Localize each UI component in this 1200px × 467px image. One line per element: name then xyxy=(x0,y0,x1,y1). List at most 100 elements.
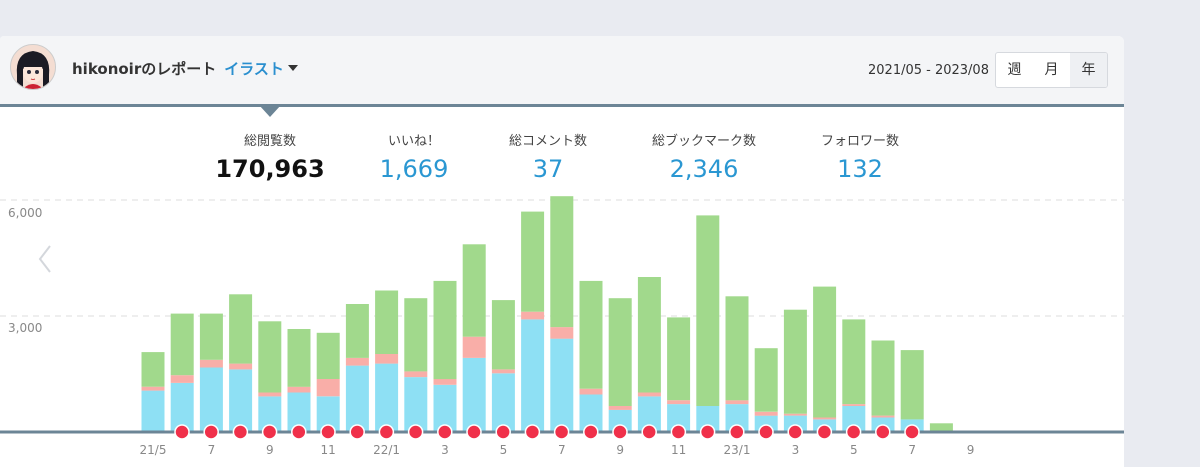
bar-segment[interactable] xyxy=(579,280,603,389)
bar-segment[interactable] xyxy=(813,286,837,418)
bar-segment[interactable] xyxy=(637,392,661,397)
chevron-left-icon[interactable] xyxy=(38,245,51,273)
bar-segment[interactable] xyxy=(842,404,866,406)
bar-segment[interactable] xyxy=(637,396,661,431)
bar-segment[interactable] xyxy=(345,304,369,358)
bar-segment[interactable] xyxy=(521,319,545,431)
post-marker[interactable] xyxy=(203,424,219,440)
caret-down-icon[interactable] xyxy=(287,64,298,71)
period-year-button[interactable]: 年 xyxy=(1070,53,1107,87)
bar-segment[interactable] xyxy=(608,298,632,406)
bar-segment[interactable] xyxy=(462,336,486,358)
post-marker[interactable] xyxy=(583,424,599,440)
post-marker[interactable] xyxy=(495,424,511,440)
bar-segment[interactable] xyxy=(170,375,194,383)
bar-segment[interactable] xyxy=(783,413,807,416)
bar-segment[interactable] xyxy=(199,313,223,360)
bar-segment[interactable] xyxy=(550,196,574,328)
bar-segment[interactable] xyxy=(316,379,340,397)
bar-segment[interactable] xyxy=(141,390,165,431)
bar-segment[interactable] xyxy=(842,406,866,431)
bar-segment[interactable] xyxy=(462,357,486,432)
period-week-button[interactable]: 週 xyxy=(1007,62,1022,78)
bar-segment[interactable] xyxy=(258,392,282,397)
bar-segment[interactable] xyxy=(433,379,457,385)
bar-segment[interactable] xyxy=(287,386,311,393)
post-marker[interactable] xyxy=(174,424,190,440)
bar-segment[interactable] xyxy=(491,369,515,374)
bar-segment[interactable] xyxy=(725,296,749,401)
bar-segment[interactable] xyxy=(433,280,457,380)
post-marker[interactable] xyxy=(320,424,336,440)
bar-segment[interactable] xyxy=(345,357,369,366)
bar-segment[interactable] xyxy=(550,338,574,431)
post-marker[interactable] xyxy=(875,424,891,440)
bar-segment[interactable] xyxy=(141,386,165,391)
bar-segment[interactable] xyxy=(667,404,691,431)
bar-segment[interactable] xyxy=(491,300,515,370)
bar-segment[interactable] xyxy=(170,313,194,376)
stat-likes[interactable]: いいね！ 1,669 xyxy=(334,130,494,183)
period-month-button[interactable]: 月 xyxy=(1044,62,1059,78)
bar-segment[interactable] xyxy=(141,352,165,387)
bar-segment[interactable] xyxy=(637,277,661,393)
post-marker[interactable] xyxy=(349,424,365,440)
bar-segment[interactable] xyxy=(258,396,282,431)
bar-segment[interactable] xyxy=(375,363,399,431)
bar-segment[interactable] xyxy=(375,290,399,355)
post-marker[interactable] xyxy=(699,424,716,440)
bar-segment[interactable] xyxy=(316,396,340,431)
post-marker[interactable] xyxy=(904,424,920,440)
bar-segment[interactable] xyxy=(521,211,545,312)
post-marker[interactable] xyxy=(758,424,774,440)
stat-comments[interactable]: 総コメント数 37 xyxy=(468,130,628,183)
post-marker[interactable] xyxy=(612,424,628,440)
bar-segment[interactable] xyxy=(258,321,282,393)
bar-segment[interactable] xyxy=(667,317,691,401)
bar-segment[interactable] xyxy=(871,340,895,416)
bar-segment[interactable] xyxy=(579,394,603,431)
bar-segment[interactable] xyxy=(170,382,194,431)
bar-segment[interactable] xyxy=(813,417,837,420)
bar-segment[interactable] xyxy=(316,332,340,379)
bar-segment[interactable] xyxy=(199,359,223,368)
post-marker[interactable] xyxy=(291,424,307,440)
bar-segment[interactable] xyxy=(754,348,778,412)
bar-segment[interactable] xyxy=(579,388,603,395)
post-marker[interactable] xyxy=(466,424,482,440)
bar-segment[interactable] xyxy=(754,411,778,416)
stat-total-views[interactable]: 総閲覧数 170,963 xyxy=(190,130,350,183)
bar-segment[interactable] xyxy=(404,377,428,431)
bar-segment[interactable] xyxy=(433,384,457,431)
bar-segment[interactable] xyxy=(404,298,428,372)
post-marker[interactable] xyxy=(641,424,657,440)
bar-segment[interactable] xyxy=(871,415,895,418)
bar-segment[interactable] xyxy=(550,327,574,339)
bar-segment[interactable] xyxy=(900,350,924,420)
bar-segment[interactable] xyxy=(783,309,807,414)
bar-segment[interactable] xyxy=(229,369,253,431)
bar-segment[interactable] xyxy=(696,215,720,406)
bar-segment[interactable] xyxy=(375,354,399,364)
bar-segment[interactable] xyxy=(608,406,632,410)
post-marker[interactable] xyxy=(553,424,570,440)
post-marker[interactable] xyxy=(407,424,424,440)
category-dropdown[interactable]: イラスト xyxy=(224,60,284,78)
bar-segment[interactable] xyxy=(725,404,749,431)
bar-segment[interactable] xyxy=(345,365,369,432)
bar-segment[interactable] xyxy=(608,409,632,431)
post-marker[interactable] xyxy=(232,424,249,440)
bar-segment[interactable] xyxy=(725,400,749,405)
bar-segment[interactable] xyxy=(491,373,515,432)
bar-segment[interactable] xyxy=(667,400,691,405)
stat-bookmarks[interactable]: 総ブックマーク数 2,346 xyxy=(624,130,784,183)
post-marker[interactable] xyxy=(261,424,278,440)
bar-segment[interactable] xyxy=(696,406,720,431)
post-marker[interactable] xyxy=(437,424,453,440)
bar-segment[interactable] xyxy=(929,423,953,431)
bar-segment[interactable] xyxy=(404,371,428,378)
bar-segment[interactable] xyxy=(229,294,253,364)
post-marker[interactable] xyxy=(524,424,541,440)
bar-segment[interactable] xyxy=(287,392,311,432)
bar-segment[interactable] xyxy=(521,311,545,320)
